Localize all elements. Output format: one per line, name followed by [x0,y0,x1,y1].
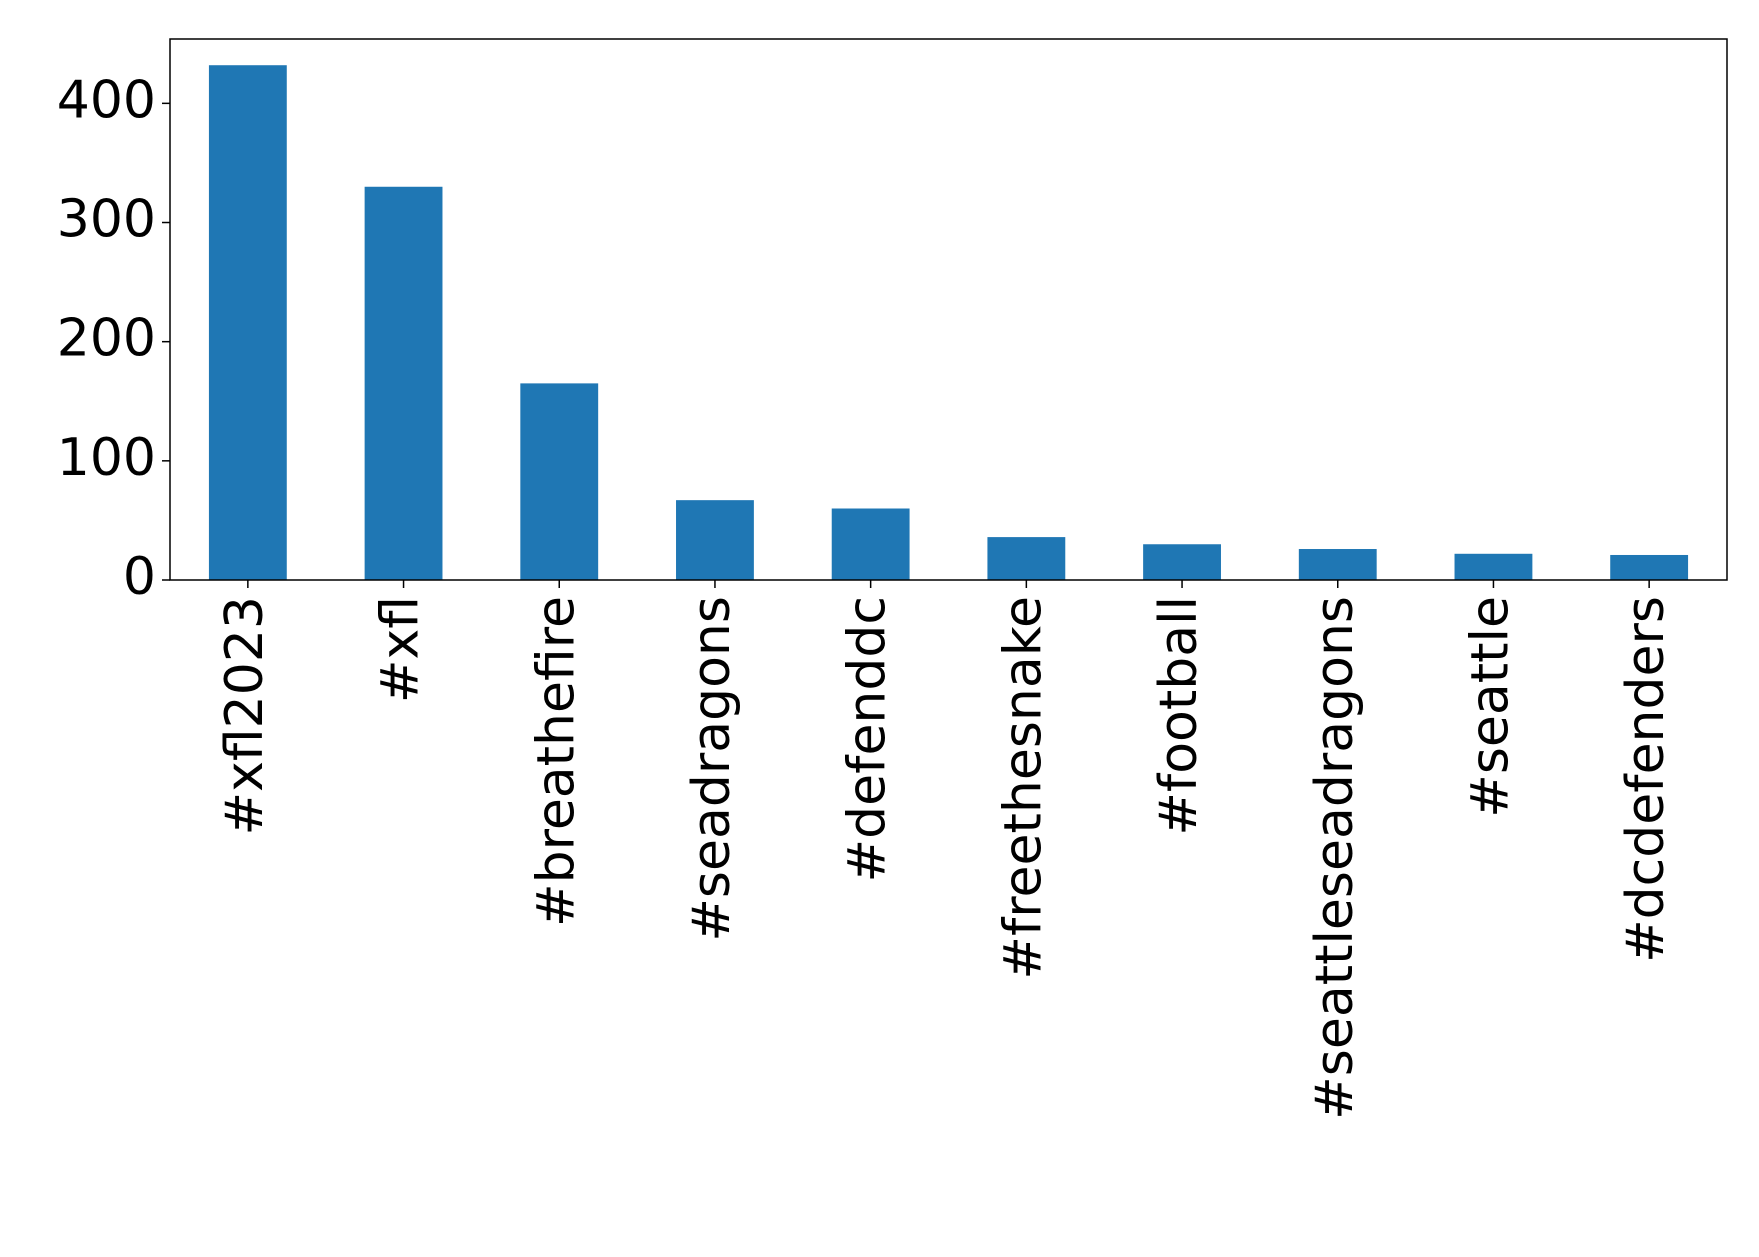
y-tick-label: 200 [57,309,156,369]
x-tick-label: #football [1149,596,1209,836]
x-tick-label: #seattleseadragons [1305,596,1365,1120]
x-tick-label: #seattle [1460,596,1520,818]
x-tick-label: #seadragons [682,596,742,942]
bar [676,500,754,580]
x-tick-label: #xfl2023 [215,596,275,835]
y-tick-label: 100 [57,428,156,488]
bar [1454,553,1533,580]
bar [208,65,287,580]
bar [364,186,443,580]
bar [1610,554,1689,580]
x-tick-label: #freethesnake [993,596,1053,980]
x-tick-label: #breathefire [526,596,586,927]
y-tick-label: 300 [57,190,156,250]
plot-frame [169,38,1728,581]
x-tick-label: #dcdefenders [1616,596,1676,963]
x-tick-label: #defenddc [838,596,898,882]
bar [1298,549,1377,580]
bar [520,383,599,580]
bar [987,537,1066,580]
bar [1143,544,1221,580]
bar [831,508,910,580]
x-tick-label: #xfl [371,596,431,703]
y-tick-label: 400 [57,70,156,130]
y-tick-label: 0 [123,547,156,607]
